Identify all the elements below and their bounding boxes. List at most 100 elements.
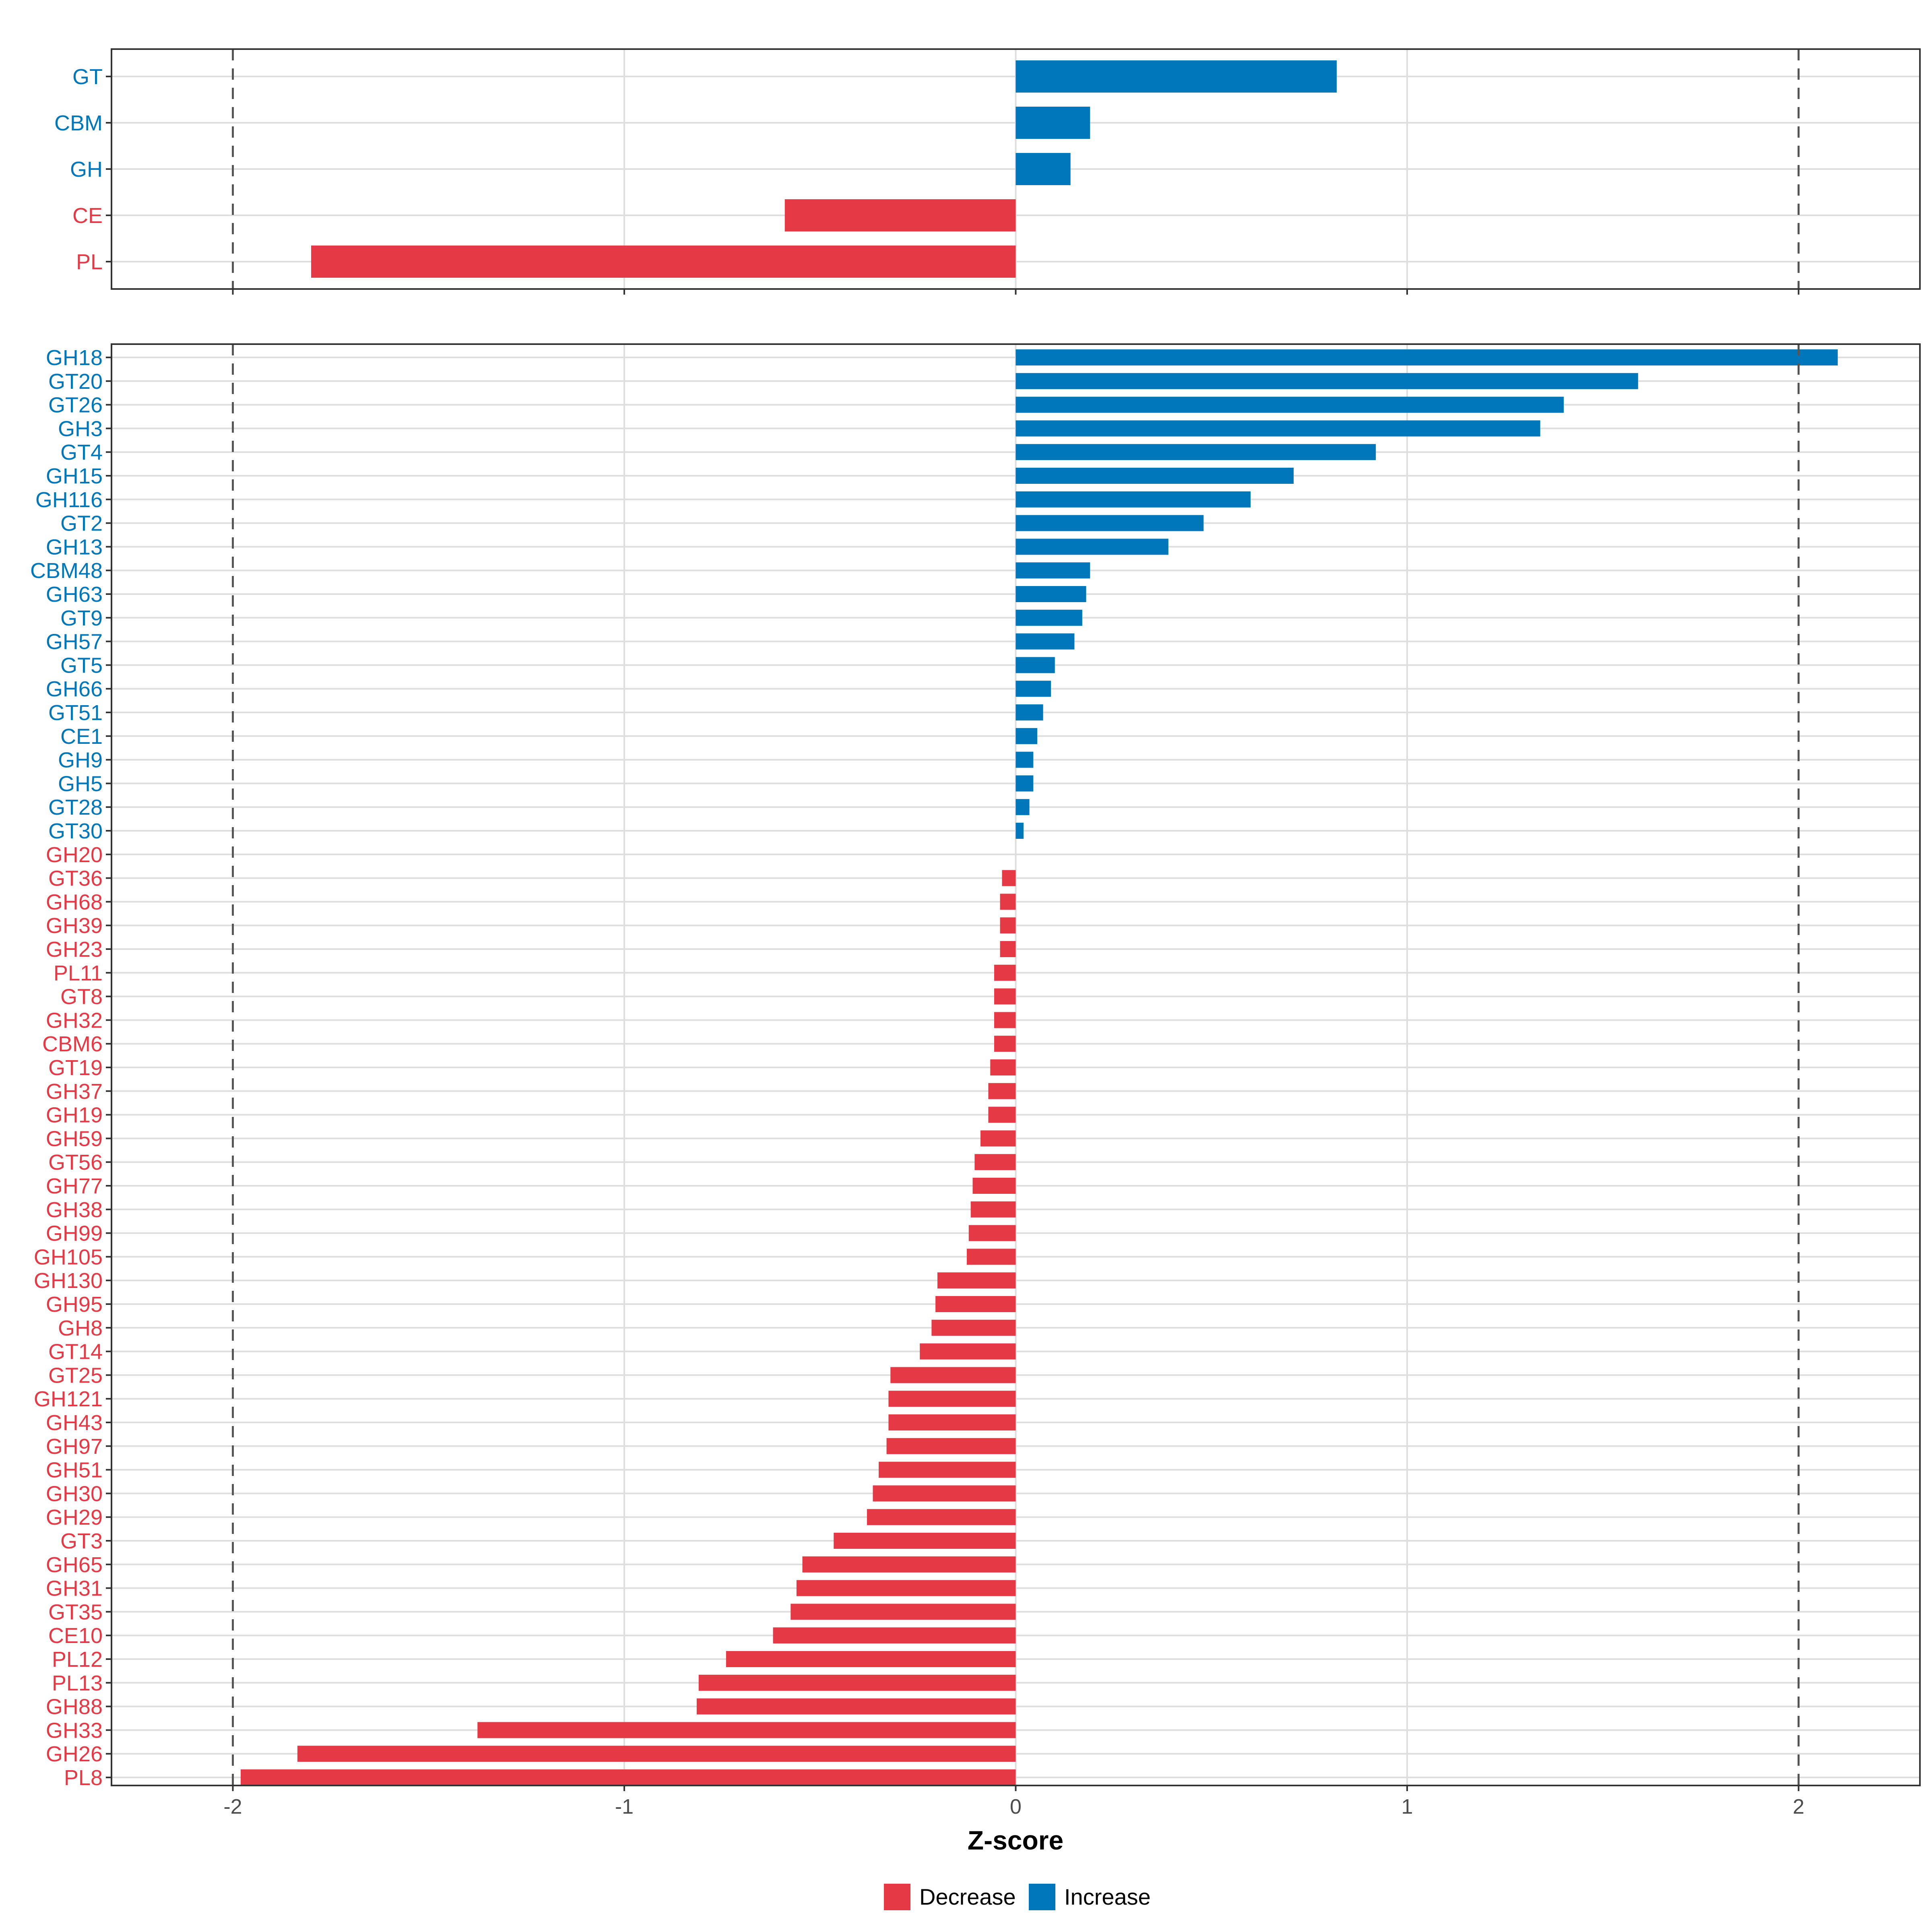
bar-gh43 [888,1414,1016,1430]
category-label: GH59 [46,1127,103,1151]
category-label: GT8 [60,985,103,1009]
bar-gh121 [888,1391,1016,1407]
category-label: GH23 [46,937,103,962]
bar-gt14 [920,1343,1016,1360]
category-label: GH19 [46,1103,103,1127]
bar-gt5 [1016,657,1055,673]
bar-gt2 [1016,515,1204,531]
category-label: CE1 [60,724,103,749]
bar-ce10 [773,1627,1016,1644]
bar-gh32 [994,1012,1016,1028]
bar-gh15 [1016,468,1294,484]
category-label: GT30 [48,819,103,843]
category-label: GH39 [46,914,103,938]
category-label: GH121 [34,1387,103,1411]
category-label: GT26 [48,393,103,417]
bar-cbm48 [1016,562,1090,579]
category-label: GH68 [46,890,103,914]
x-tick-label: 1 [1402,1795,1413,1818]
bar-gh130 [937,1272,1016,1289]
bar-gh5 [1016,775,1034,792]
category-label: GT51 [48,701,103,725]
bar-gt9 [1016,609,1082,626]
bar-gh13 [1016,539,1168,555]
category-label: GH37 [46,1080,103,1104]
bar-gt20 [1016,373,1638,389]
bar-cbm6 [994,1036,1016,1052]
category-label: GH77 [46,1174,103,1198]
category-label: GT3 [60,1529,103,1553]
category-label: PL8 [64,1766,103,1790]
category-label: CBM48 [30,559,103,583]
bar-gh39 [1000,917,1016,934]
bottom-panel: GH18GT20GT26GH3GT4GH15GH116GT2GH13CBM48G… [30,343,1921,1791]
category-label: GH5 [58,772,103,796]
category-label: PL12 [52,1647,103,1672]
bar-gh77 [972,1178,1016,1194]
bar-gh29 [867,1509,1016,1525]
category-label: GH95 [46,1292,103,1317]
bar-gt56 [974,1154,1016,1170]
category-label: GH18 [46,346,103,370]
x-tick-label: -2 [223,1795,242,1818]
category-label: GT2 [60,512,103,536]
bar-gh3 [1016,420,1540,437]
bar-gt [1016,60,1337,93]
category-label: GH20 [46,843,103,867]
category-label: GH15 [46,464,103,488]
bar-gh65 [802,1556,1016,1573]
category-label: GH13 [46,535,103,559]
category-label: GT4 [60,440,103,464]
bar-gh105 [966,1249,1016,1265]
bar-gt25 [890,1367,1016,1383]
category-label: GH33 [46,1718,103,1742]
category-label: GH26 [46,1742,103,1766]
category-label: GH65 [46,1553,103,1577]
category-label: GH99 [46,1222,103,1246]
category-label: CE10 [48,1624,103,1648]
category-label: GT19 [48,1056,103,1080]
x-axis: -2 -1 0 1 2 [223,1795,1804,1818]
bar-gh23 [1000,941,1016,957]
bar-gh37 [988,1083,1016,1099]
category-label: GT56 [48,1150,103,1174]
category-label: GH9 [58,748,103,772]
bar-gh68 [1000,894,1016,910]
category-label: GT9 [60,606,103,630]
bar-gh51 [879,1461,1016,1478]
bar-gh66 [1016,681,1051,697]
legend-label-increase: Increase [1064,1884,1151,1909]
category-label: GH [70,157,103,182]
bar-gt19 [990,1059,1016,1075]
category-label: GH30 [46,1482,103,1506]
top-panel: GT CBM GH CE PL [54,48,1921,295]
bar-pl12 [726,1651,1016,1667]
category-label: PL13 [52,1671,103,1695]
bar-pl13 [698,1674,1016,1691]
bar-gh33 [477,1722,1016,1738]
category-label: GH29 [46,1505,103,1530]
category-label: GH97 [46,1435,103,1459]
category-label: GH66 [46,677,103,701]
bar-gt35 [791,1604,1016,1620]
bar-pl11 [994,964,1016,981]
bar-gh38 [970,1201,1016,1218]
legend-key-decrease [884,1884,910,1910]
bar-gh63 [1016,586,1086,602]
bar-gh31 [796,1580,1016,1596]
bar-gt4 [1016,444,1376,460]
bar-gh88 [696,1698,1016,1715]
category-label: GH88 [46,1695,103,1719]
bar-gh116 [1016,491,1251,508]
category-label: GH63 [46,582,103,607]
bar-pl [311,246,1016,278]
bar-gh19 [988,1106,1016,1123]
category-label: PL11 [54,961,103,985]
x-tick-label: -1 [615,1795,634,1818]
category-label: GT14 [48,1340,103,1364]
category-label: GT5 [60,653,103,677]
category-label: GH51 [46,1458,103,1482]
bar-gt8 [994,988,1016,1005]
bar-ce1 [1016,728,1037,744]
category-label: GH8 [58,1316,103,1340]
